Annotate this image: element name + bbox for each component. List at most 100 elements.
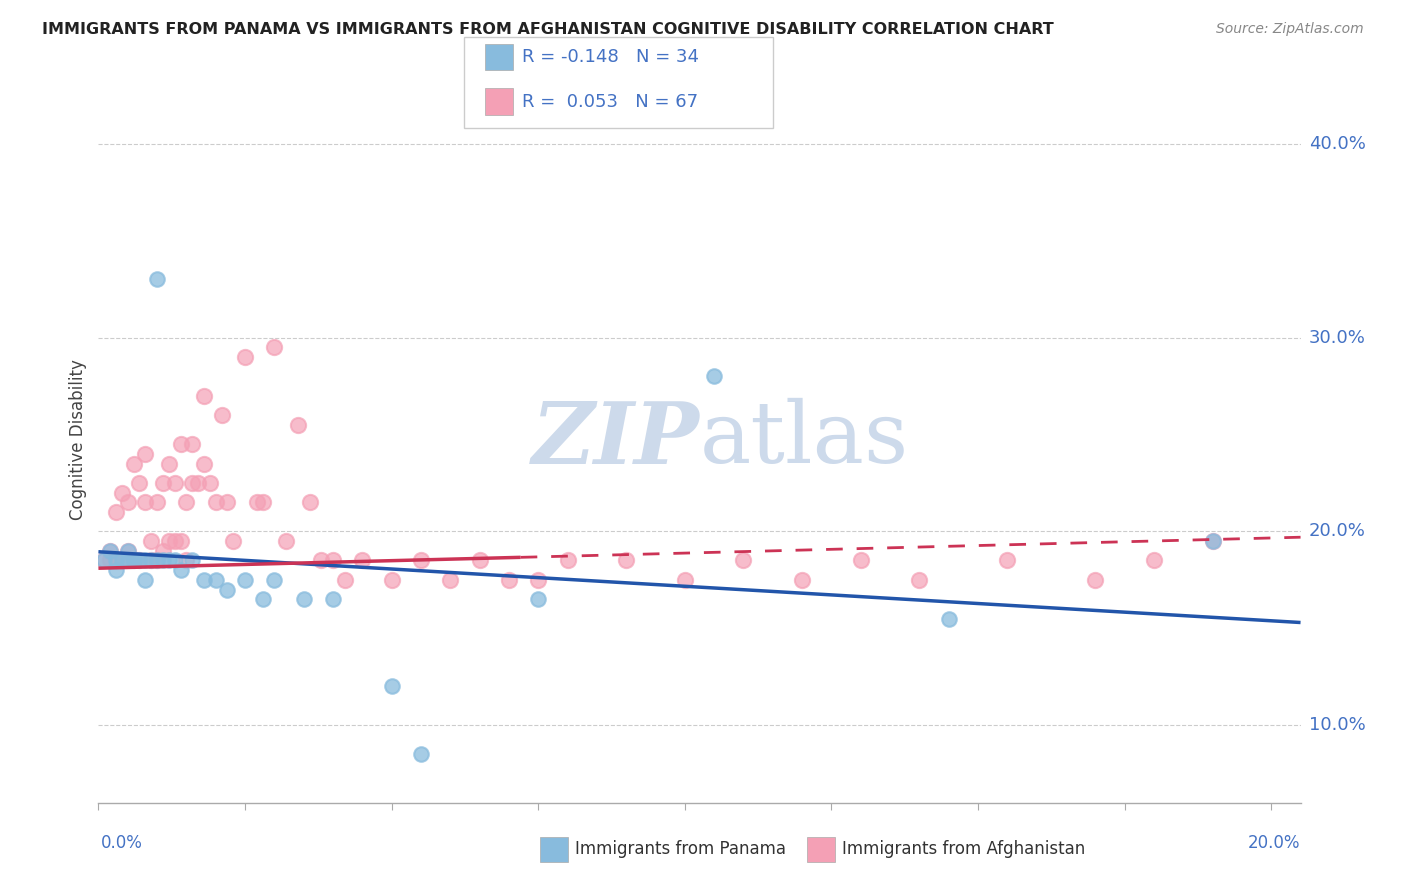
Text: Immigrants from Afghanistan: Immigrants from Afghanistan (842, 840, 1085, 858)
Point (557, 553, 579, 567)
Point (322, 592, 344, 607)
Point (122, 553, 145, 567)
Point (673, 573, 696, 587)
Text: R =  0.053   N = 67: R = 0.053 N = 67 (522, 93, 697, 111)
Point (105, 505, 128, 519)
Point (98, 543, 121, 558)
Point (233, 350, 256, 364)
Point (246, 495, 269, 509)
Point (252, 495, 274, 509)
Point (181, 475, 204, 490)
Point (134, 447, 156, 461)
Point (217, 495, 239, 509)
Point (322, 553, 344, 567)
Point (263, 340, 285, 354)
Point (122, 553, 145, 567)
Point (1201, 534, 1223, 549)
Point (298, 495, 321, 509)
Point (146, 495, 169, 509)
Point (193, 389, 215, 403)
Point (152, 553, 174, 567)
Point (122, 457, 145, 471)
Point (169, 534, 191, 549)
Point (217, 582, 239, 597)
Point (287, 417, 309, 432)
Point (134, 553, 156, 567)
Point (117, 543, 139, 558)
Point (703, 369, 725, 384)
Point (233, 573, 256, 587)
Text: R = -0.148   N = 34: R = -0.148 N = 34 (522, 48, 699, 66)
Point (222, 534, 245, 549)
Point (733, 553, 755, 567)
Point (381, 680, 404, 694)
Point (204, 495, 226, 509)
Point (352, 553, 374, 567)
Point (274, 534, 297, 549)
Point (128, 553, 150, 567)
Y-axis label: Cognitive Disability: Cognitive Disability (69, 359, 87, 520)
Text: Immigrants from Panama: Immigrants from Panama (575, 840, 786, 858)
Point (169, 437, 191, 451)
Point (111, 485, 134, 500)
Point (152, 475, 174, 490)
Point (439, 573, 461, 587)
Point (309, 553, 332, 567)
Text: Source: ZipAtlas.com: Source: ZipAtlas.com (1216, 22, 1364, 37)
Point (157, 457, 180, 471)
Text: 30.0%: 30.0% (1309, 328, 1365, 346)
Text: 20.0%: 20.0% (1249, 834, 1301, 852)
Point (409, 553, 432, 567)
Point (141, 534, 163, 549)
Point (1143, 553, 1166, 567)
Point (157, 534, 180, 549)
Point (117, 543, 139, 558)
Point (128, 553, 150, 567)
Point (134, 495, 156, 509)
Point (187, 475, 209, 490)
Point (163, 475, 186, 490)
Point (117, 553, 139, 567)
Point (98, 543, 121, 558)
Point (163, 534, 186, 549)
Point (176, 553, 198, 567)
Point (111, 553, 134, 567)
Point (169, 563, 191, 577)
Point (163, 553, 186, 567)
Text: IMMIGRANTS FROM PANAMA VS IMMIGRANTS FROM AFGHANISTAN COGNITIVE DISABILITY CORRE: IMMIGRANTS FROM PANAMA VS IMMIGRANTS FRO… (42, 22, 1054, 37)
Point (193, 573, 215, 587)
Point (204, 573, 226, 587)
Point (98, 553, 121, 567)
Point (498, 573, 520, 587)
Point (198, 475, 221, 490)
Text: 10.0%: 10.0% (1309, 716, 1365, 734)
Point (614, 553, 637, 567)
Point (908, 573, 931, 587)
Point (409, 747, 432, 762)
Point (381, 573, 404, 587)
Point (938, 612, 960, 626)
Point (105, 553, 128, 567)
Point (790, 573, 813, 587)
Point (176, 495, 198, 509)
Point (252, 592, 274, 607)
Point (292, 592, 315, 607)
Text: 20.0%: 20.0% (1309, 523, 1365, 541)
Text: 40.0%: 40.0% (1309, 135, 1365, 153)
Point (152, 543, 174, 558)
Point (1084, 573, 1107, 587)
Point (181, 437, 204, 451)
Point (1201, 534, 1223, 549)
Text: 0.0%: 0.0% (101, 834, 143, 852)
Point (181, 553, 204, 567)
Point (157, 553, 180, 567)
Point (527, 592, 550, 607)
Point (93, 553, 115, 567)
Point (333, 573, 356, 587)
Text: ZIP: ZIP (531, 398, 699, 481)
Point (146, 272, 169, 286)
Point (105, 563, 128, 577)
Point (141, 553, 163, 567)
Point (122, 553, 145, 567)
Point (263, 573, 285, 587)
